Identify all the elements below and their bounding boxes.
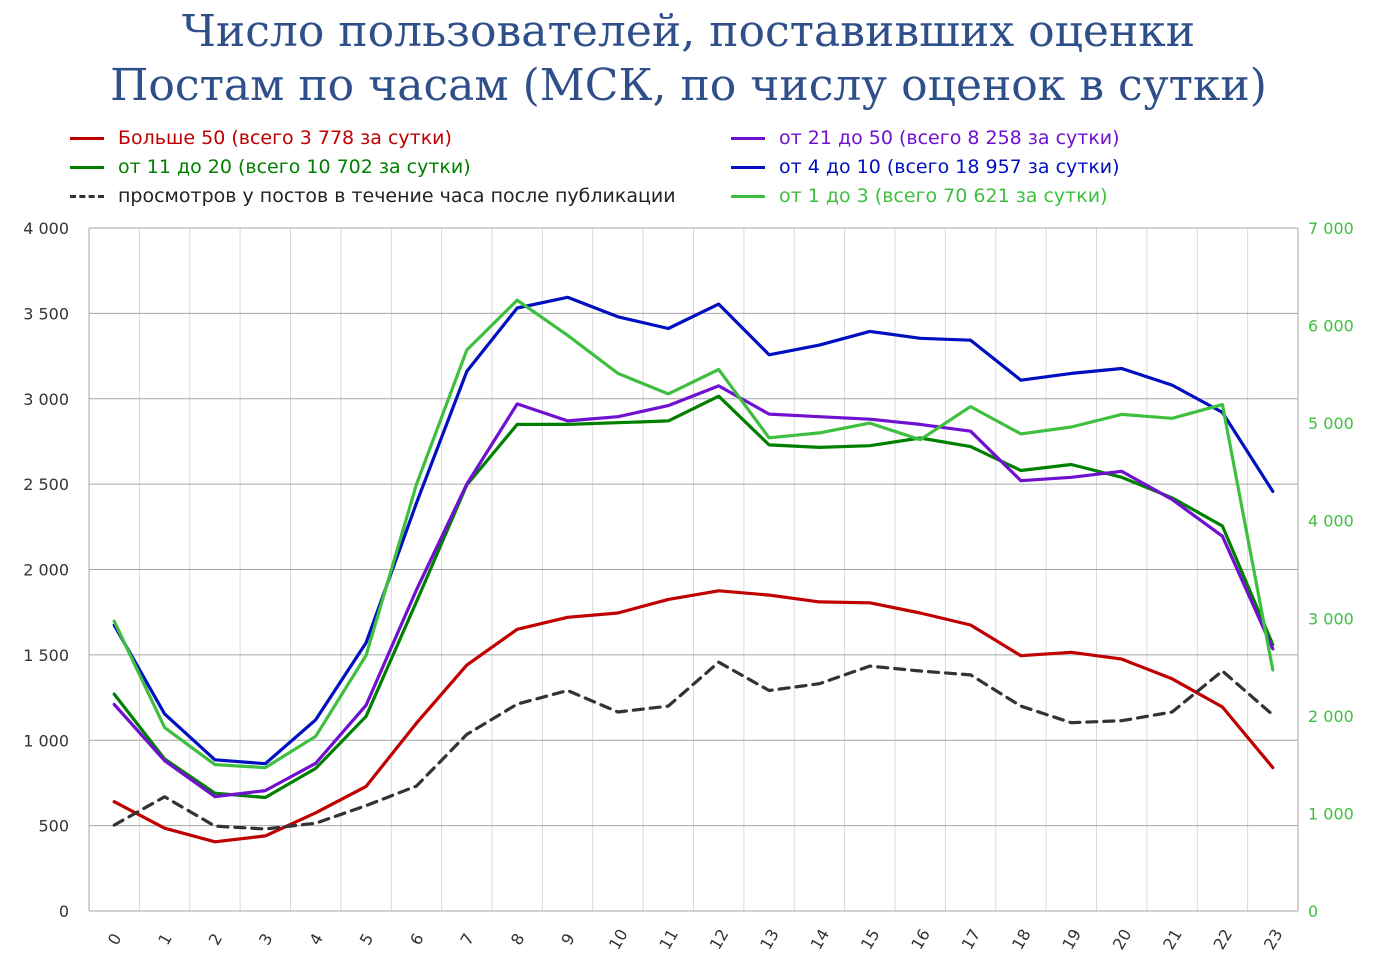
left-axis-tick-label: 500: [38, 817, 69, 836]
legend-swatch-21-50: [731, 136, 765, 140]
series-line-3: [112, 384, 1275, 799]
legend-label-views: просмотров у постов в течение часа после…: [118, 185, 676, 207]
x-axis-tick-label: 7: [456, 930, 478, 948]
legend-swatch-4-10: [731, 165, 765, 169]
left-axis-tick-label: 2 000: [23, 561, 69, 580]
x-axis-tick-label: 21: [1159, 926, 1186, 953]
series-line-5: [112, 298, 1275, 770]
legend-label-1-3: от 1 до 3 (всего 70 621 за сутки): [779, 185, 1108, 207]
x-axis-tick-label: 1: [154, 930, 176, 948]
left-axis-tick-label: 3 000: [23, 390, 69, 409]
legend-label-21-50: от 21 до 50 (всего 8 258 за сутки): [779, 127, 1120, 149]
legend-item-21-50: от 21 до 50 (всего 8 258 за сутки): [731, 125, 1120, 151]
left-axis-tick-label: 2 500: [23, 475, 69, 494]
left-axis-tick-label: 1 500: [23, 646, 69, 665]
right-axis-tick-label: 1 000: [1308, 804, 1354, 823]
x-axis-tick-label: 8: [507, 930, 529, 948]
legend-swatch-views: [70, 194, 104, 198]
x-axis-tick-label: 10: [605, 926, 632, 953]
series-line-1: [112, 394, 1275, 800]
chart-title-line-2: Постам по часам (МСК, по числу оценок в …: [110, 60, 1267, 111]
left-axis-tick-label: 3 500: [23, 304, 69, 323]
legend-swatch-11-20: [70, 165, 104, 169]
legend-swatch-1-3: [731, 194, 765, 198]
chart-title-line-1: Число пользователей, поставивших оценки: [181, 6, 1196, 57]
x-axis-tick-label: 5: [356, 930, 378, 948]
series-line-4: [112, 295, 1275, 766]
right-axis-tick-label: 3 000: [1308, 609, 1354, 628]
right-axis-tick-label: 4 000: [1308, 512, 1354, 531]
legend-label-4-10: от 4 до 10 (всего 18 957 за сутки): [779, 156, 1120, 178]
left-axis-tick-label: 1 000: [23, 731, 69, 750]
legend-item-views: просмотров у постов в течение часа после…: [70, 183, 676, 209]
x-axis-tick-label: 20: [1109, 926, 1136, 953]
right-axis-tick-label: 5 000: [1308, 414, 1354, 433]
series-line-2: [112, 660, 1275, 831]
x-axis-tick-label: 19: [1058, 926, 1085, 953]
x-axis-tick-label: 12: [706, 926, 733, 953]
x-axis-tick-label: 18: [1008, 926, 1035, 953]
legend-swatch-over-50: [70, 136, 104, 140]
legend-item-1-3: от 1 до 3 (всего 70 621 за сутки): [731, 183, 1107, 209]
x-axis-tick-label: 17: [958, 926, 985, 953]
x-axis-tick-label: 9: [557, 930, 579, 948]
x-axis-tick-label: 22: [1210, 926, 1237, 953]
x-axis-tick-label: 13: [756, 926, 783, 953]
legend-item-11-20: от 11 до 20 (всего 10 702 за сутки): [70, 154, 471, 180]
right-axis-tick-label: 2 000: [1308, 707, 1354, 726]
right-axis-tick-label: 6 000: [1308, 317, 1354, 336]
legend-item-over-50: Больше 50 (всего 3 778 за сутки): [70, 125, 452, 151]
x-axis-tick-label: 3: [255, 930, 277, 948]
right-axis-tick-label: 7 000: [1308, 219, 1354, 238]
x-axis-tick-label: 2: [205, 930, 227, 948]
legend-item-4-10: от 4 до 10 (всего 18 957 за сутки): [731, 154, 1120, 180]
right-axis-tick-label: 0: [1308, 902, 1318, 921]
x-axis-tick-label: 15: [857, 926, 884, 953]
x-axis-tick-label: 0: [104, 930, 126, 948]
x-axis-tick-label: 4: [305, 930, 327, 948]
x-axis-tick-label: 16: [907, 926, 934, 953]
left-axis-tick-label: 0: [59, 902, 69, 921]
series-line-0: [112, 589, 1275, 844]
x-axis-tick-label: 11: [655, 926, 682, 953]
left-axis-tick-label: 4 000: [23, 219, 69, 238]
x-axis-tick-label: 14: [807, 926, 834, 953]
x-axis-tick-label: 6: [406, 930, 428, 948]
legend-label-11-20: от 11 до 20 (всего 10 702 за сутки): [118, 156, 471, 178]
legend-label-over-50: Больше 50 (всего 3 778 за сутки): [118, 127, 452, 149]
x-axis-tick-label: 23: [1260, 926, 1287, 953]
